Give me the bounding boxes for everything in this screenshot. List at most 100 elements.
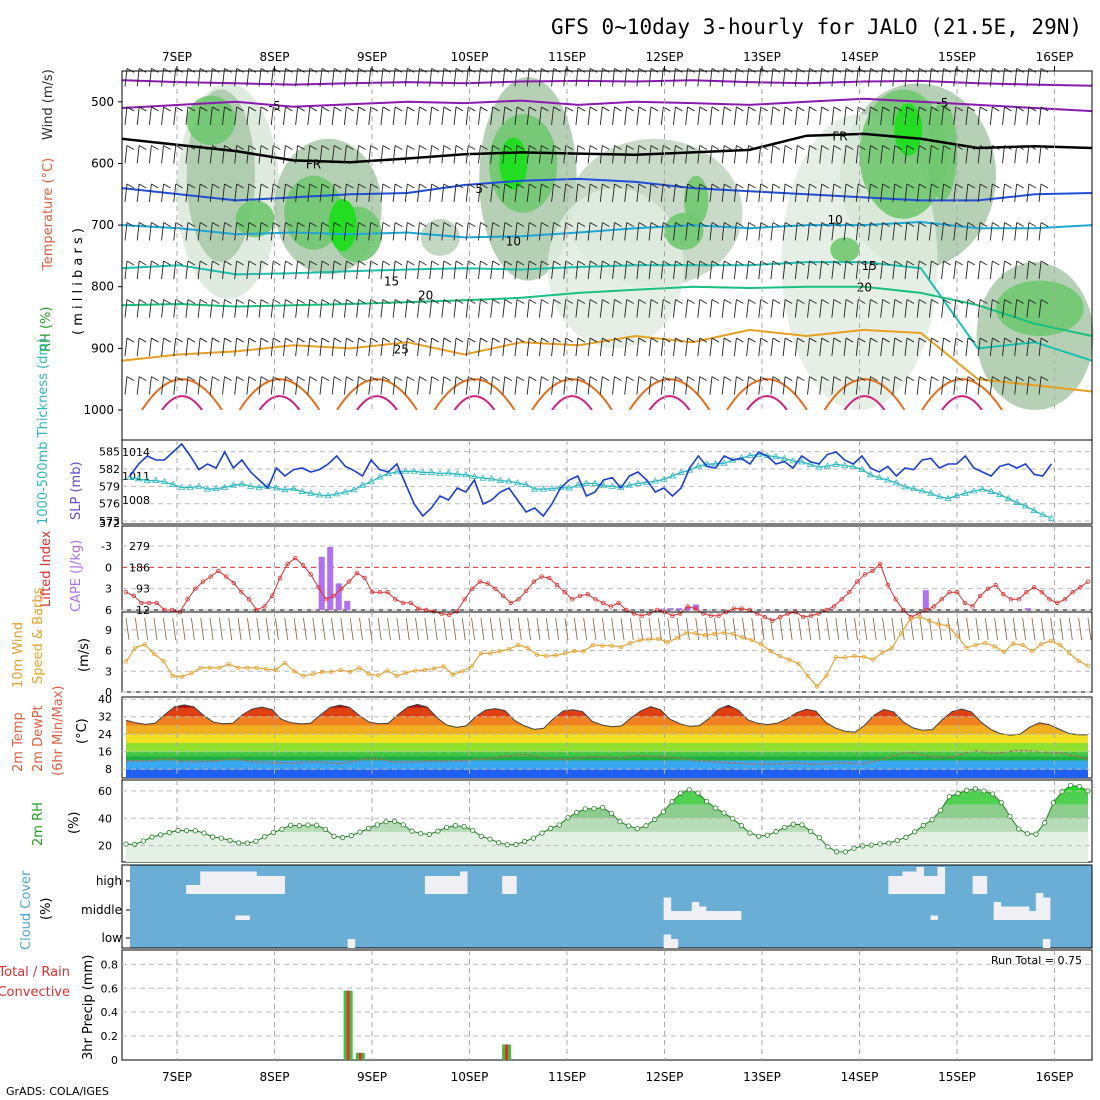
- wind-barb-flag: [979, 106, 988, 112]
- wind-barb-staff: [270, 299, 274, 318]
- rh-point: [244, 840, 250, 846]
- surface-wind-barb: [181, 617, 186, 641]
- surface-wind-barb: [573, 617, 578, 641]
- wind-barb-staff: [770, 222, 774, 241]
- wind-barb-flag: [918, 183, 927, 189]
- wind-barb-flag: [797, 145, 805, 150]
- wind-barb: [246, 145, 257, 164]
- wind-barb: [819, 299, 829, 318]
- li-point: [370, 590, 375, 595]
- wind-barb-staff: [477, 145, 481, 164]
- wind-barb-flag: [419, 222, 427, 227]
- wind-barb-staff: [380, 260, 384, 280]
- wind-barb-flag: [273, 222, 281, 227]
- wind-barb-staff: [648, 183, 652, 203]
- isotherm-label: 25: [394, 342, 409, 356]
- temp-bands: [126, 704, 1088, 778]
- li-point: [939, 597, 944, 602]
- wind-barb-flag: [382, 337, 391, 343]
- wind-barb: [648, 337, 659, 357]
- wind-barb: [441, 337, 452, 357]
- wind-barb-staff: [526, 222, 530, 241]
- li-point: [801, 614, 806, 620]
- wind-barb-flag: [992, 222, 1000, 227]
- wind-barb-flag: [285, 299, 293, 304]
- temp-band: [126, 756, 1088, 761]
- li-point: [608, 604, 614, 609]
- isotherm-label: 10: [506, 235, 521, 249]
- wind-barb-staff: [672, 376, 676, 395]
- pressure-tick: 500: [91, 95, 114, 109]
- wind-barb-flag: [126, 299, 135, 304]
- wind-barb: [1026, 145, 1037, 164]
- rh-shade-saturated: [499, 137, 528, 190]
- wind-barb: [526, 106, 537, 125]
- wind-barb-flag: [833, 68, 842, 73]
- wind-barb-staff: [441, 299, 445, 318]
- wind-speed-point: [478, 651, 484, 656]
- wind-barb-flag: [553, 106, 561, 112]
- wind-barb-staff: [343, 260, 347, 280]
- wind-barb-flag: [1016, 106, 1024, 112]
- surface-wind-barb: [966, 617, 970, 641]
- wind-barb-flag: [358, 145, 366, 150]
- wind-barb-flag: [553, 145, 561, 150]
- wind-barb: [916, 376, 927, 395]
- wind-barb-flag: [260, 106, 269, 112]
- wind-barb-staff: [941, 106, 945, 125]
- wind-barb: [794, 260, 805, 280]
- wind-barb-flag: [492, 145, 500, 150]
- wind-barb-flag: [407, 260, 415, 266]
- surface-wind-barb: [125, 617, 130, 641]
- wind-barb: [526, 299, 537, 318]
- wind-barb: [660, 337, 671, 357]
- surface-wind-barb: [340, 617, 345, 641]
- wind-barb: [282, 222, 293, 241]
- wind-barb-flag: [858, 183, 866, 189]
- wind-barb: [514, 145, 525, 164]
- wind-barb: [965, 260, 976, 280]
- wind-speed-point: [581, 649, 586, 654]
- rh-point: [530, 835, 536, 841]
- wind-barb-flag: [906, 376, 915, 381]
- run-total: Run Total = 0.75: [991, 954, 1082, 967]
- wind-barb-staff: [502, 106, 506, 125]
- wind-barb-flag: [358, 106, 366, 112]
- rh-point: [340, 834, 346, 841]
- wind-barb-flag: [431, 68, 439, 73]
- rh-point: [643, 823, 649, 829]
- rh-point: [1007, 813, 1013, 819]
- wind-speed-point: [674, 635, 680, 641]
- li-point: [400, 600, 406, 606]
- wind-barb-flag: [528, 68, 537, 73]
- cloud-cell: [1035, 893, 1044, 920]
- wind-barb-staff: [173, 299, 177, 318]
- wind-barb-staff: [989, 106, 993, 125]
- rh-point: [478, 833, 484, 839]
- wind-barb-staff: [928, 106, 932, 125]
- wind-barb-flag: [163, 337, 171, 343]
- li-point: [962, 600, 968, 606]
- cloud-cell: [930, 876, 939, 894]
- wind-barb-staff: [526, 376, 530, 395]
- wind-barb-staff: [282, 106, 286, 125]
- wind-barb-staff: [246, 299, 250, 318]
- wind-barb-staff: [185, 222, 189, 241]
- wind-barb: [685, 337, 695, 357]
- wind-barb-staff: [429, 106, 433, 125]
- rh-point: [314, 822, 320, 828]
- cloud-cell: [256, 876, 264, 894]
- wind-barb: [417, 222, 427, 241]
- isotherm-30-loop: [433, 378, 516, 411]
- wind-barb-staff: [709, 183, 713, 203]
- wind-barb: [441, 299, 452, 318]
- wind-barb-flag: [236, 299, 244, 304]
- wind-barb-flag: [1040, 260, 1049, 266]
- wind-barb: [807, 376, 817, 395]
- wind-barb: [307, 337, 318, 357]
- wind-barb-flag: [126, 68, 135, 73]
- wind-barb: [429, 260, 439, 280]
- wind-barb-staff: [709, 376, 713, 395]
- surface-wind-barb: [368, 617, 373, 641]
- wind-barb: [246, 222, 257, 241]
